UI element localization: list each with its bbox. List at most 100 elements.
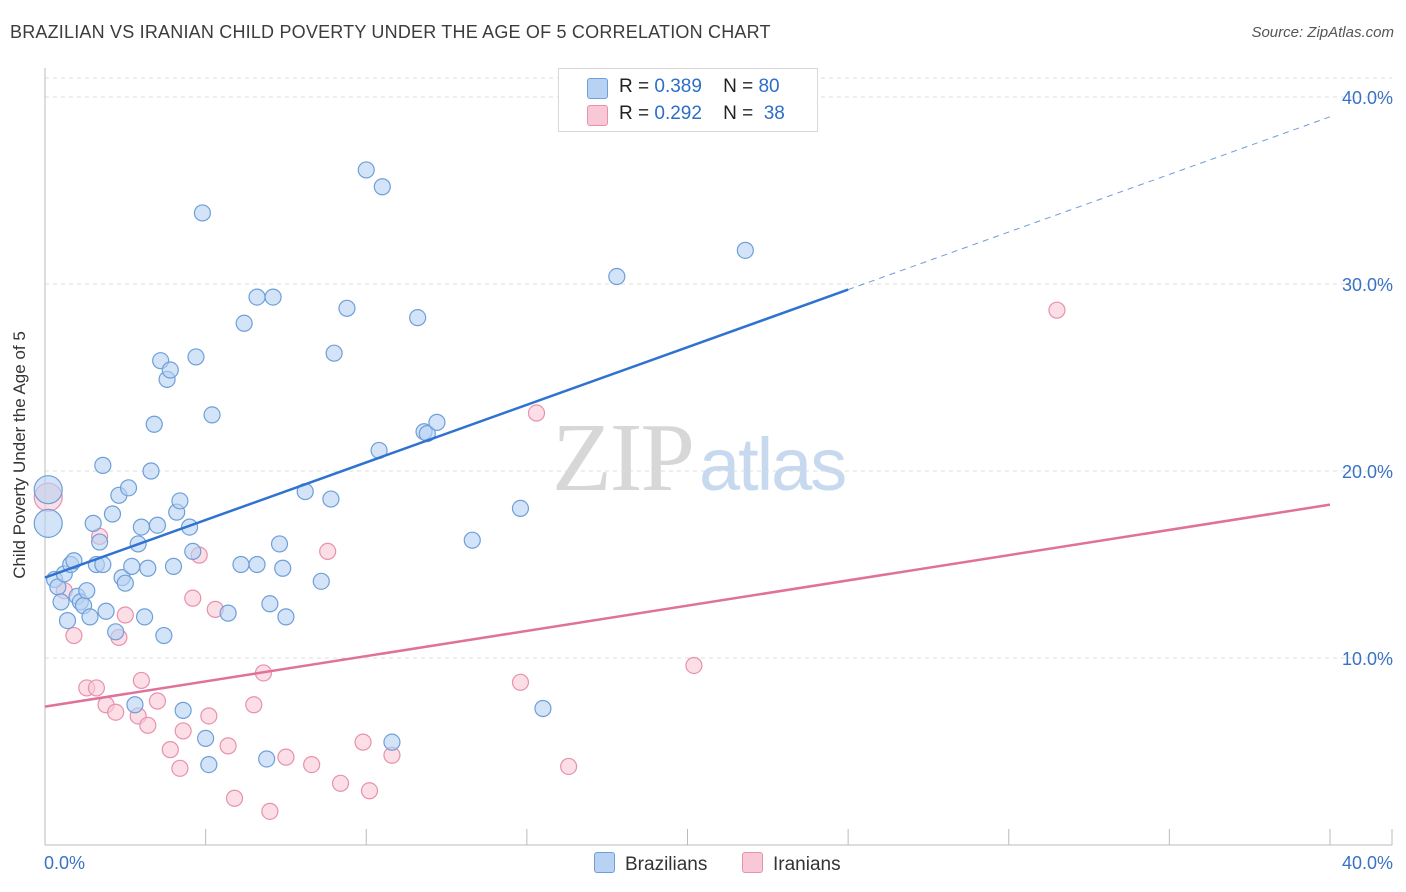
iranian-point [261,802,279,820]
brazilian-point [511,499,530,517]
brazilian-point [312,572,330,590]
brazilian-point [248,555,266,574]
iranian-point [171,759,189,777]
iranian-trend-line [44,503,1331,708]
watermark-atlas: atlas [699,423,847,506]
iranian-point [360,782,379,800]
brazilian-point [132,518,150,536]
brazilian-point [270,535,289,553]
legend-swatch-brazilians [587,78,608,99]
brazilian-point [94,456,112,474]
iranian-point [148,692,167,710]
iranian-point [174,722,192,740]
watermark: ZIPatlas [552,400,847,514]
brazilian-point [322,490,340,508]
brazilian-point [357,161,375,179]
brazilian-point [338,299,356,317]
r-value-iranians: 0.292 [654,103,702,124]
brazilian-point [197,729,215,748]
correlation-legend: R = 0.389 N = 80 R = 0.292 N = 38 [558,68,818,132]
brazilian-point [187,348,205,366]
brazilian-point [274,559,292,577]
brazilian-point [135,608,154,626]
brazilian-point [608,267,626,286]
watermark-zip: ZIP [552,404,695,512]
legend-label-brazilians: Brazilians [625,854,708,875]
brazilian-point [258,750,276,768]
brazilian-point [155,626,173,645]
iranian-point [685,656,703,675]
brazilian-point [164,557,183,575]
brazilian-point [174,701,192,719]
brazilian-point [103,505,122,523]
brazilian-point [235,314,253,332]
iranian-point [65,626,83,645]
legend-swatch-iranians [742,852,763,873]
iranian-point [161,741,179,759]
iranian-point [184,589,202,607]
iranian-point [200,707,218,725]
brazilian-point [261,595,279,613]
legend-item-iranians: Iranians [742,852,841,876]
y-tick-label: 10.0% [1342,649,1393,669]
iranian-point [225,789,244,807]
brazilian-point [33,508,63,538]
brazilian-point [52,593,70,611]
brazilian-point [736,241,754,259]
iranian-point [116,606,134,624]
brazilian-point [193,204,212,222]
brazilian-point [123,557,141,575]
x-tick-label: 0.0% [44,853,85,873]
iranian-point [354,733,372,751]
brazilian-point [463,531,481,549]
iranian-point [245,696,263,714]
brazilian-point [145,415,163,433]
brazilian-point [119,479,138,497]
brazilian-point [264,288,282,306]
source-credit: Source: ZipAtlas.com [1251,24,1394,41]
iranian-point [132,671,150,690]
y-tick-label: 20.0% [1342,462,1393,482]
y-tick-label: 30.0% [1342,275,1393,295]
iranian-point [319,542,337,561]
iranian-point [303,755,321,774]
brazilian-point [373,178,391,196]
legend-swatch-brazilians [594,852,615,873]
iranian-point [139,716,157,734]
brazilian-trend-extension [847,116,1331,291]
x-tick-label: 40.0% [1342,853,1393,873]
brazilian-point [383,733,401,751]
brazilian-point [126,696,144,714]
axis-layer [44,68,1393,846]
brazilian-point [148,516,167,534]
chart-title: BRAZILIAN VS IRANIAN CHILD POVERTY UNDER… [10,22,771,42]
brazilian-point [219,604,237,622]
legend-swatch-iranians [587,105,608,126]
brazilian-point [200,755,218,774]
iranian-point [87,679,106,697]
brazilian-point [78,582,96,600]
n-label: N = [723,76,754,97]
iranian-point [107,703,125,721]
trend-lines [44,116,1331,708]
brazilian-point [428,413,446,431]
brazilian-point [116,574,134,592]
brazilian-point [161,361,179,379]
brazilian-point [84,514,102,532]
brazilian-point [142,462,160,480]
brazilian-point [232,555,250,574]
iranian-point [511,673,530,691]
n-value-brazilians: 80 [758,76,780,97]
brazilian-point [248,288,266,306]
n-label: N = [723,103,754,124]
y-tick-label: 40.0% [1342,88,1393,108]
brazilian-trend-line [44,288,849,579]
iranian-point [219,737,237,755]
brazilian-point [203,406,221,424]
legend-item-brazilians: Brazilians [594,852,707,876]
tick-labels: 10.0% 20.0% 30.0% 40.0% 0.0% 40.0% [44,88,1393,873]
brazilian-point [184,542,202,561]
brazilian-point [409,309,427,327]
iranian-points [33,301,1066,820]
r-value-brazilians: 0.389 [654,76,702,97]
